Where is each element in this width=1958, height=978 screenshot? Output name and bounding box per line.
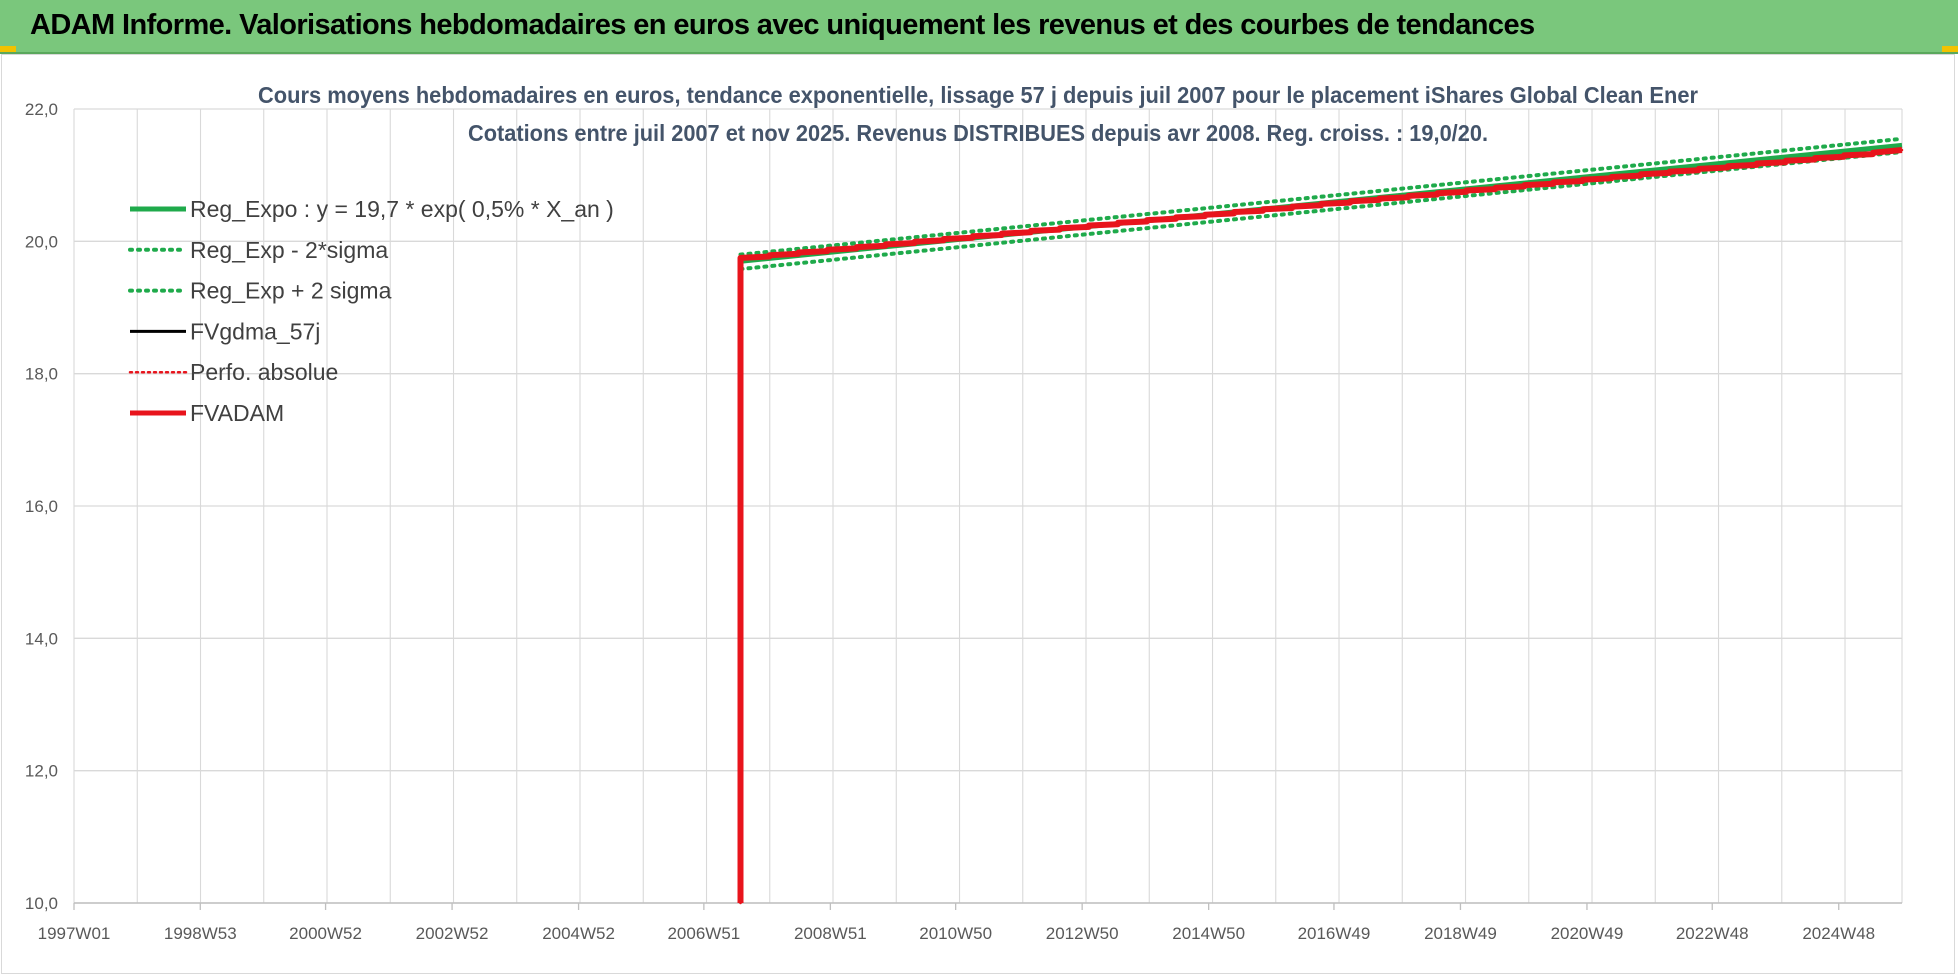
y-tick-label: 10,0: [25, 894, 58, 913]
x-tick-label: 2002W52: [416, 924, 489, 943]
x-tick-label: 2010W50: [919, 924, 992, 943]
axes: 10,0 12,0 14,0 16,0 18,0 20,0 22,0 1997W01 1998W…: [25, 100, 1902, 943]
x-tick-label: 1998W53: [164, 924, 237, 943]
legend-label: Reg_Exp + 2 sigma: [190, 278, 392, 304]
grid: [73, 108, 1903, 904]
y-tick-label: 18,0: [25, 365, 58, 384]
series-line-6: [737, 147, 1903, 903]
y-tick-label: 12,0: [25, 762, 58, 781]
y-tick-label: 16,0: [25, 497, 58, 516]
corner-marker-left: [0, 46, 16, 52]
y-tick-label: 22,0: [25, 100, 58, 119]
x-tick-label: 2008W51: [794, 924, 867, 943]
x-tick-label: 2020W49: [1551, 924, 1624, 943]
corner-marker-right: [1942, 46, 1958, 52]
x-tick-label: 2022W48: [1676, 924, 1749, 943]
x-tick-label: 2000W52: [289, 924, 362, 943]
banner-title: ADAM Informe. Valorisations hebdomadaire…: [30, 9, 1535, 41]
y-tick-label: 14,0: [25, 629, 58, 648]
legend: Reg_Expo : y = 19,7 * exp( 0,5% * X_an )…: [128, 196, 614, 426]
legend-label: FVADAM: [190, 400, 284, 426]
header-banner: ADAM Informe. Valorisations hebdomadaire…: [0, 0, 1958, 54]
series-line-3: [738, 136, 1904, 257]
series-line-4: [739, 148, 1903, 903]
x-tick-label: 2014W50: [1172, 924, 1245, 943]
y-tick-label: 20,0: [25, 232, 58, 251]
chart-frame: [1, 54, 1955, 974]
x-tick-label: 2024W48: [1802, 924, 1875, 943]
x-tick-label: 2006W51: [667, 924, 740, 943]
chart-subtitle: Cotations entre juil 2007 et nov 2025. R…: [468, 120, 1488, 146]
chart-title: Cours moyens hebdomadaires en euros, ten…: [258, 82, 1698, 108]
x-tick-label: 2016W49: [1298, 924, 1371, 943]
x-tick-label: 2004W52: [542, 924, 615, 943]
series-layer: [737, 136, 1904, 905]
x-tick-label: 2012W50: [1046, 924, 1119, 943]
series-line-5: [739, 148, 1904, 905]
series-line-2: [738, 150, 1904, 272]
x-tick-label: 2018W49: [1424, 924, 1497, 943]
x-tick-label: 1997W01: [38, 924, 111, 943]
legend-label: Reg_Expo : y = 19,7 * exp( 0,5% * X_an ): [190, 196, 614, 222]
legend-label: Perfo. absolue: [190, 359, 338, 385]
legend-label: Reg_Exp - 2*sigma: [190, 237, 388, 263]
legend-label: FVgdma_57j: [190, 318, 320, 344]
